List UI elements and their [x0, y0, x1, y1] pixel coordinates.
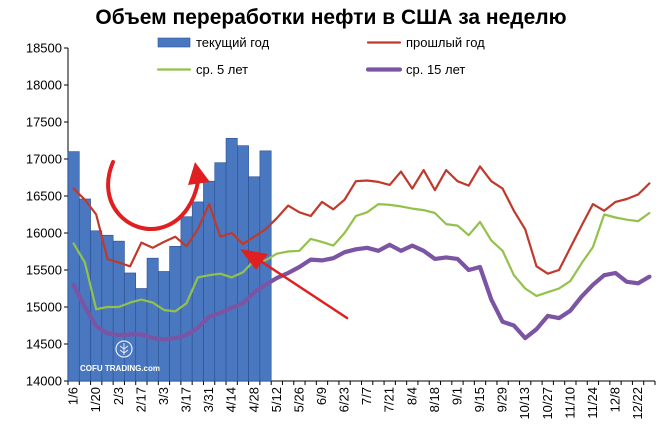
bar — [169, 246, 182, 382]
x-tick-label: 6/9 — [314, 387, 329, 405]
watermark-seal-icon — [115, 340, 133, 358]
bar — [214, 162, 227, 382]
y-tick-label: 15500 — [26, 263, 62, 278]
curved-arrow-shaft — [106, 160, 200, 231]
y-tick-label: 18500 — [26, 41, 62, 56]
line-series — [71, 165, 652, 342]
x-tick-label: 2/17 — [133, 387, 148, 412]
line-avg-15yr — [71, 242, 652, 342]
x-tick-label: 10/13 — [517, 387, 532, 420]
x-tick-label: 3/31 — [201, 387, 216, 412]
watermark: COFU TRADING.com — [80, 340, 160, 373]
legend-avg-15yr-label: ср. 15 лет — [406, 62, 465, 77]
y-tick-label: 14500 — [26, 337, 62, 352]
x-tick-label: 11/10 — [562, 387, 577, 419]
line-last-year — [72, 165, 651, 275]
axes: 14000 14500 15000 15500 16000 16500 17000 17500… — [26, 41, 656, 420]
bar — [259, 150, 272, 382]
line-avg-5yr — [72, 203, 651, 313]
y-tick-label: 14000 — [26, 374, 62, 389]
straight-arrow-shaft — [260, 260, 349, 320]
bar — [225, 137, 238, 382]
legend-avg-5yr-label: ср. 5 лет — [196, 62, 248, 77]
y-tick-label: 17000 — [26, 152, 62, 167]
x-tick-label: 4/14 — [224, 387, 239, 412]
x-tick-label: 8/18 — [427, 387, 442, 412]
x-tick-label: 12/22 — [630, 387, 645, 420]
bar — [146, 257, 159, 382]
y-tick-label: 16500 — [26, 189, 62, 204]
x-tick-label: 3/17 — [179, 387, 194, 412]
y-tick-label: 15000 — [26, 300, 62, 315]
x-tick-label: 9/15 — [472, 387, 487, 412]
x-tick-label: 12/8 — [607, 387, 622, 412]
bar — [237, 145, 249, 382]
y-tick-label: 18000 — [26, 78, 62, 93]
legend-current-year-label: текущий год — [196, 35, 270, 50]
x-tick-label: 10/27 — [540, 387, 555, 420]
x-tick-label: 1/6 — [66, 387, 81, 405]
y-tick-label: 17500 — [26, 115, 62, 130]
annotations — [106, 160, 349, 320]
legend-current-year-swatch — [157, 37, 191, 48]
x-tick-label: 9/1 — [449, 387, 464, 405]
bar-series — [67, 137, 272, 382]
y-tick-label: 16000 — [26, 226, 62, 241]
legend-last-year-label: прошлый год — [406, 35, 485, 50]
x-tick-label: 5/26 — [291, 387, 306, 412]
x-tick-label: 8/4 — [404, 387, 419, 405]
x-tick-label: 5/12 — [269, 387, 284, 412]
x-tick-label: 7/7 — [359, 387, 374, 405]
bar — [78, 198, 91, 382]
bar — [67, 151, 80, 382]
watermark-text: COFU TRADING.com — [80, 364, 160, 373]
x-tick-label: 7/21 — [382, 387, 397, 412]
straight-arrow-head — [240, 249, 268, 270]
x-tick-label: 1/20 — [88, 387, 103, 412]
x-tick-label: 4/28 — [246, 387, 261, 412]
bar — [248, 176, 261, 382]
x-tick-label: 2/3 — [111, 387, 126, 405]
bar — [158, 271, 170, 382]
chart-title: Объем переработки нефти в США за неделю — [95, 6, 566, 29]
legend: текущий год прошлый год ср. 5 лет ср. 15 ле… — [156, 35, 485, 77]
x-tick-label: 3/3 — [156, 387, 171, 405]
x-tick-label: 11/24 — [585, 387, 600, 419]
curved-arrow-head — [188, 162, 210, 185]
wheat-icon — [119, 343, 129, 355]
x-tick-label: 9/29 — [495, 387, 510, 412]
x-tick-label: 6/23 — [337, 387, 352, 412]
